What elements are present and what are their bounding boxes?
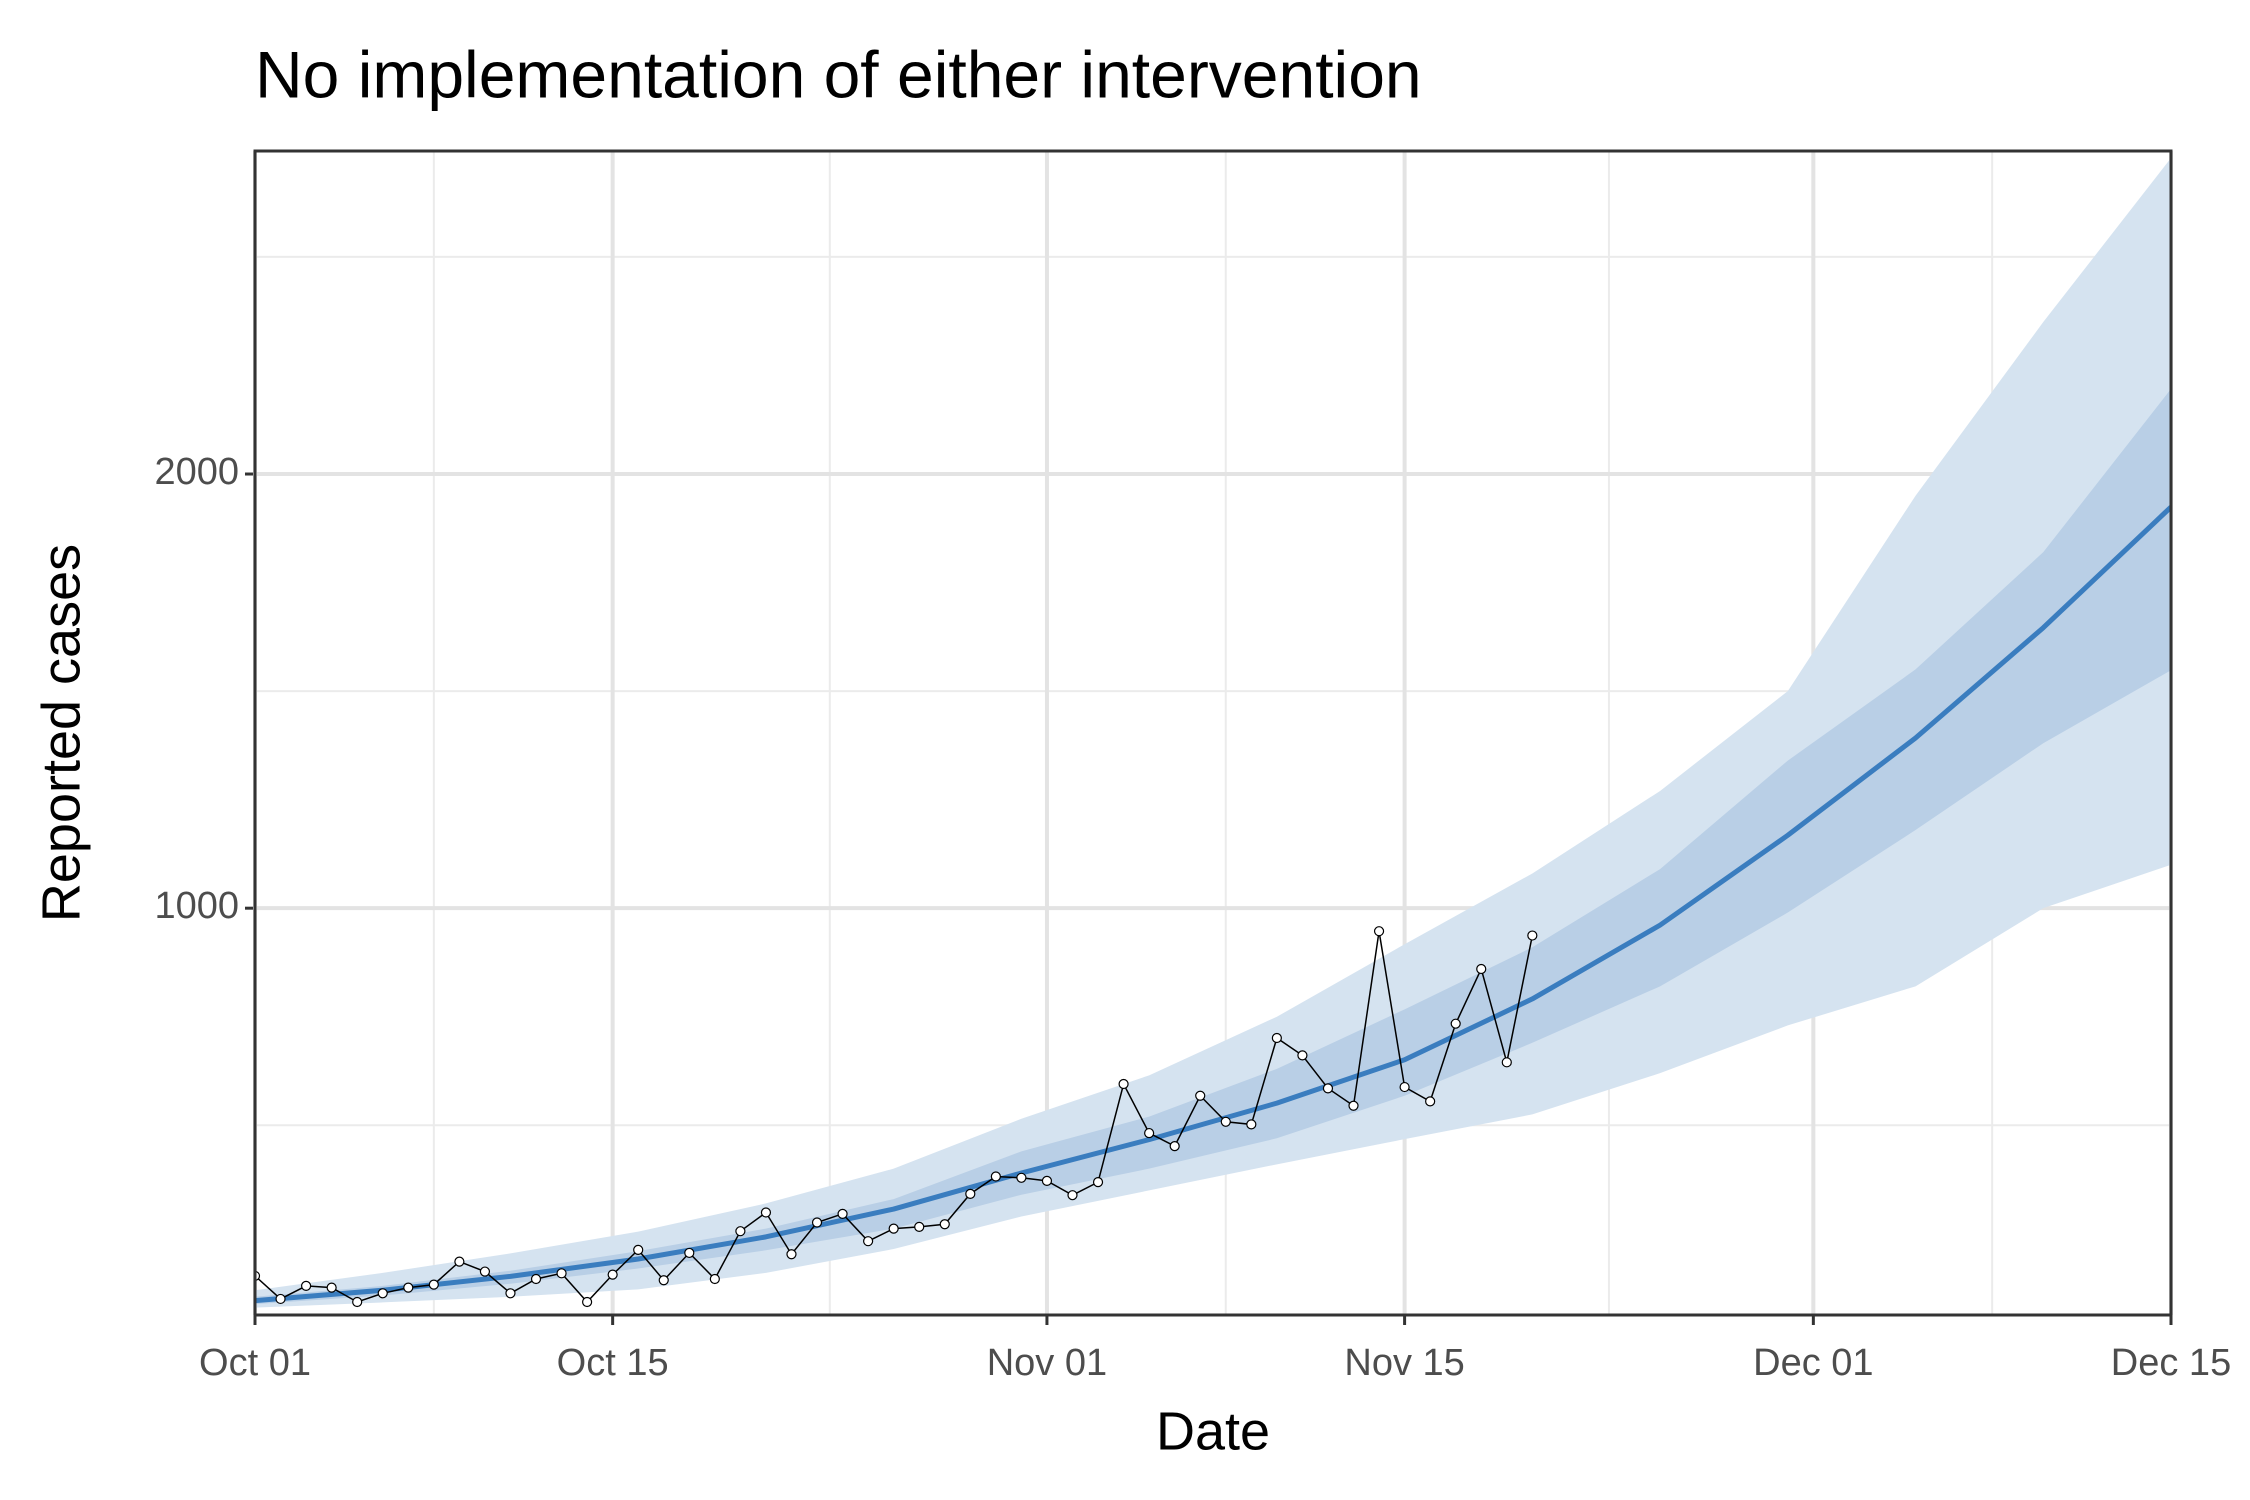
observed-point	[454, 1256, 465, 1267]
observed-point	[428, 1279, 439, 1290]
observed-point	[939, 1219, 950, 1230]
x-tick-label: Oct 01	[199, 1342, 311, 1384]
observed-point	[275, 1293, 286, 1305]
observed-point	[760, 1207, 772, 1218]
observed-point	[1271, 1032, 1282, 1044]
observed-point	[684, 1247, 695, 1259]
observed-point	[1220, 1116, 1231, 1127]
observed-point	[990, 1171, 1001, 1182]
x-tick-label: Oct 15	[557, 1342, 669, 1384]
observed-point	[1476, 963, 1487, 975]
observed-point	[479, 1266, 491, 1277]
observed-point	[326, 1282, 337, 1293]
x-tick-label: Dec 01	[1753, 1342, 1873, 1384]
observed-point	[1450, 1018, 1461, 1029]
chart-title: No implementation of either intervention	[255, 37, 1422, 111]
observed-point	[1092, 1177, 1104, 1188]
observed-point	[837, 1208, 848, 1219]
observed-point	[1067, 1190, 1078, 1201]
observed-point	[1501, 1057, 1512, 1068]
observed-point	[582, 1296, 593, 1308]
observed-point	[811, 1217, 823, 1228]
observed-point	[505, 1288, 516, 1299]
x-axis-label: Date	[1156, 1401, 1270, 1461]
y-tick-label: 2000	[154, 451, 239, 493]
observed-point	[403, 1282, 414, 1293]
y-tick-label: 1000	[154, 885, 239, 927]
observed-point	[300, 1280, 312, 1292]
observed-point	[863, 1236, 874, 1247]
observed-point	[1297, 1050, 1308, 1061]
observed-point	[377, 1288, 388, 1299]
observed-point	[1527, 930, 1538, 941]
y-axis-label: Reported cases	[31, 544, 91, 922]
observed-point	[1348, 1100, 1359, 1111]
observed-point	[607, 1269, 618, 1280]
observed-point	[1169, 1141, 1180, 1152]
observed-point	[352, 1296, 363, 1308]
observed-point	[1399, 1081, 1410, 1093]
observed-point	[1322, 1083, 1334, 1094]
observed-point	[1041, 1175, 1053, 1186]
observed-point	[1425, 1096, 1436, 1107]
observed-point	[1195, 1090, 1206, 1101]
observed-point	[658, 1275, 669, 1286]
observed-point	[633, 1244, 644, 1255]
plot-border	[253, 149, 2173, 1317]
outer-band	[255, 157, 2171, 1308]
observed-point	[914, 1221, 925, 1232]
observed-point	[530, 1273, 542, 1285]
observed-point	[1016, 1172, 1027, 1183]
x-tick-label: Dec 15	[2111, 1342, 2231, 1384]
observed-point	[1246, 1119, 1257, 1130]
observed-point	[1144, 1127, 1155, 1139]
x-tick-label: Nov 01	[987, 1342, 1107, 1384]
observed-point	[1118, 1078, 1129, 1090]
observed-point	[735, 1226, 746, 1237]
median-line	[255, 505, 2171, 1304]
x-tick-label: Nov 15	[1344, 1342, 1464, 1384]
observed-point	[1373, 926, 1385, 937]
observed-point	[786, 1249, 797, 1260]
observed-point	[709, 1273, 720, 1285]
observed-point	[556, 1268, 567, 1279]
observed-point	[965, 1188, 976, 1199]
observed-point	[888, 1223, 899, 1234]
